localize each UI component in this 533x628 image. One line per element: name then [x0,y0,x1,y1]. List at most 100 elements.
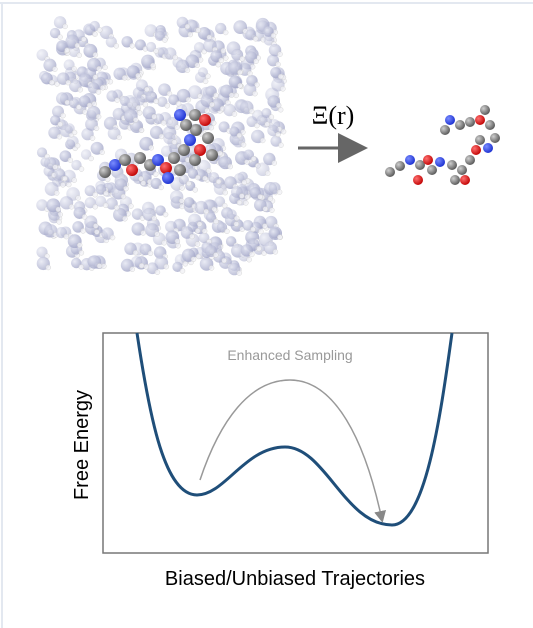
water-oxygen [64,123,75,134]
solvated-peptide [99,109,218,184]
peptide-atom [457,165,467,175]
water-hydrogen [264,170,271,177]
peptide-atom [395,161,405,171]
water-hydrogen [252,90,258,97]
water-hydrogen [221,257,227,264]
water-hydrogen [195,27,202,33]
water-hydrogen [92,31,98,37]
water-hydrogen [133,117,139,123]
peptide-atom [475,135,485,145]
water-hydrogen [244,159,250,165]
water-oxygen [71,257,82,269]
peptide-atom [450,175,460,185]
peptide-atom [413,175,423,185]
water-hydrogen [224,228,230,235]
water-hydrogen [162,211,169,218]
water-hydrogen [259,137,266,144]
water-hydrogen [210,120,217,126]
water-hydrogen [206,168,212,174]
water-hydrogen [136,110,143,116]
sampling-arrow [199,379,386,523]
water-hydrogen [202,78,209,85]
peptide-atom [415,160,425,170]
water-hydrogen [196,221,203,227]
water-hydrogen [270,32,277,39]
x-label: Biased/Unbiased Trajectories [165,568,425,590]
water-hydrogen [97,27,103,33]
water-hydrogen [275,61,281,68]
water-hydrogen [128,203,134,209]
water-hydrogen [243,200,249,206]
water-oxygen [49,27,61,39]
water-hydrogen [236,132,243,139]
solute-atom [174,109,186,121]
solute-atom [168,152,180,164]
mapping-label: Ξ(r) [312,101,355,130]
water-hydrogen [262,206,269,212]
peptide-atom [447,160,457,170]
water-hydrogen [204,107,210,114]
water-hydrogen [138,176,144,182]
water-oxygen [36,147,48,158]
water-oxygen [89,20,100,32]
water-hydrogen [78,250,85,256]
water-hydrogen [153,171,159,177]
water-hydrogen [140,180,147,186]
water-hydrogen [236,199,243,206]
water-hydrogen [66,181,72,188]
water-hydrogen [194,241,201,247]
water-hydrogen [246,256,252,263]
solute-atom [119,154,131,166]
water-hydrogen [248,108,255,115]
water-hydrogen [81,36,87,43]
water-hydrogen [60,112,66,119]
water-oxygen [226,209,237,220]
water-hydrogen [249,251,255,258]
water-hydrogen [233,215,240,222]
water-hydrogen [192,187,198,193]
water-hydrogen [114,97,120,103]
water-oxygen [155,205,166,216]
water-hydrogen [92,191,98,198]
peptide-atom [427,165,437,175]
water-hydrogen [151,215,157,222]
water-hydrogen [153,48,159,54]
water-hydrogen [144,86,150,93]
water-hydrogen [49,79,55,86]
water-hydrogen [184,67,191,74]
water-box [36,16,287,276]
water-hydrogen [138,262,145,269]
water-hydrogen [56,133,63,140]
annotation: Enhanced Sampling [227,347,352,363]
water-hydrogen [209,101,215,108]
water-hydrogen [62,175,68,182]
water-hydrogen [74,142,81,149]
water-hydrogen [215,178,222,185]
water-hydrogen [264,121,270,127]
solute-atom [199,114,211,126]
water-hydrogen [215,61,222,68]
water-hydrogen [186,180,192,187]
water-hydrogen [227,163,234,170]
water-hydrogen [236,270,243,276]
water-oxygen [187,168,199,179]
water-hydrogen [269,207,275,213]
water-hydrogen [142,101,149,108]
water-hydrogen [92,52,99,58]
water-hydrogen [86,102,93,109]
water-hydrogen [213,218,219,225]
solute-atom [180,119,192,131]
water-hydrogen [121,75,128,81]
water-hydrogen [88,155,94,162]
solute-atom [206,149,218,161]
water-hydrogen [239,56,245,62]
water-hydrogen [201,228,208,234]
water-hydrogen [76,52,82,59]
water-oxygen [225,236,237,247]
water-hydrogen [187,31,194,38]
solute-atom [194,144,206,156]
water-hydrogen [179,185,185,191]
water-hydrogen [94,229,100,235]
solute-atom [202,132,214,144]
water-hydrogen [258,228,264,235]
